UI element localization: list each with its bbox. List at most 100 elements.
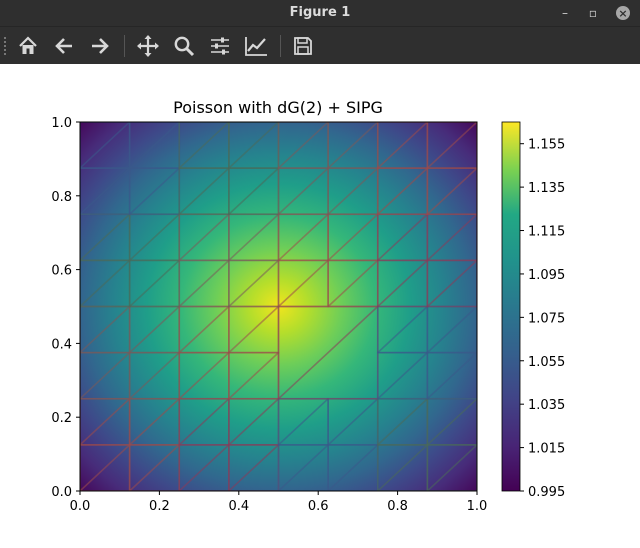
mesh-edge (426, 122, 477, 169)
back-button[interactable] (50, 33, 78, 59)
mesh-edge (178, 213, 230, 261)
y-tick-label: 0.6 (51, 264, 72, 279)
mesh-edge (377, 122, 428, 169)
configure-subplots-button[interactable] (206, 33, 234, 59)
mesh-edge (228, 213, 280, 261)
home-icon (19, 36, 37, 54)
colorbar-tick-label: 1.135 (528, 181, 565, 196)
colorbar-tick-label: 0.995 (528, 485, 565, 500)
mesh-edge (377, 305, 428, 354)
mesh-edge (178, 444, 230, 491)
mesh-layer (80, 122, 477, 491)
save-button[interactable] (289, 33, 317, 59)
mesh-edge (426, 444, 477, 491)
mesh-edge (129, 213, 180, 261)
toolbar-separator (124, 35, 125, 57)
mesh-edge (80, 398, 131, 446)
mesh-edge (178, 305, 230, 354)
minimize-button[interactable]: – (556, 4, 574, 22)
minimize-icon: – (562, 6, 568, 20)
floppy-disk-icon (294, 37, 312, 55)
y-axis: 0.0 0.2 0.4 0.6 0.8 1.0 (51, 116, 80, 500)
mesh-edge (80, 305, 131, 354)
mesh-edge (377, 352, 428, 400)
mesh-edge (377, 444, 428, 491)
x-tick-label: 0.8 (387, 499, 408, 514)
mesh-edge (377, 213, 428, 261)
mesh-edge (277, 122, 329, 169)
mesh-edge (129, 305, 180, 354)
magnifier-icon (174, 36, 195, 57)
colorbar-tick-label: 1.055 (528, 355, 565, 370)
colorbar (501, 121, 521, 492)
mesh-edge (228, 398, 280, 446)
mesh-edge (426, 167, 477, 215)
mesh-edge (377, 167, 428, 215)
mesh-edge (178, 167, 230, 215)
colorbar-tick-label: 1.075 (528, 311, 565, 326)
move-icon (137, 35, 159, 57)
mesh-cell (426, 122, 477, 169)
zoom-button[interactable] (170, 33, 198, 59)
axes-frame (79, 121, 478, 492)
mesh-edge (80, 167, 131, 215)
mesh-edge (178, 398, 230, 446)
mesh-edge (129, 122, 180, 169)
edit-axes-button[interactable] (242, 33, 270, 59)
mesh-edge (277, 213, 329, 261)
mesh-edge (377, 398, 428, 446)
home-button[interactable] (14, 33, 42, 59)
mesh-edge (377, 259, 428, 308)
mesh-edge (228, 167, 280, 215)
x-tick-label: 0.4 (228, 499, 249, 514)
mesh-edge (178, 259, 230, 308)
y-tick-label: 0.8 (51, 190, 72, 205)
mesh-edge (426, 213, 477, 261)
mesh-edge (129, 259, 180, 308)
y-tick-label: 0.0 (51, 485, 72, 500)
mesh-edge (80, 122, 131, 169)
figure-canvas[interactable]: Poisson with dG(2) + SIPG 0.0 0.2 0.4 0.6 0.… (0, 64, 640, 544)
mesh-edge (178, 122, 230, 169)
maximize-button[interactable]: ▫ (584, 4, 602, 22)
y-tick-label: 0.4 (51, 337, 72, 352)
mesh-edge (228, 259, 280, 308)
x-axis: 0.0 0.2 0.4 0.6 0.8 1.0 (70, 491, 488, 514)
mesh-edge (228, 444, 280, 491)
mesh-edge (327, 444, 379, 491)
mesh-edge (327, 167, 379, 215)
toolbar (0, 26, 640, 65)
x-tick-label: 0.2 (149, 499, 170, 514)
forward-button[interactable] (86, 33, 114, 59)
mesh-edge (228, 305, 280, 354)
toolbar-separator (280, 35, 281, 57)
mesh-edge (327, 213, 379, 261)
mesh-edge (129, 444, 180, 491)
pan-button[interactable] (134, 33, 162, 59)
chart-line-icon (245, 37, 267, 56)
mesh-edge (129, 167, 180, 215)
mesh-edge (277, 444, 329, 491)
arrow-right-icon (92, 38, 109, 54)
mesh-edge (178, 352, 230, 400)
figure-svg: Poisson with dG(2) + SIPG 0.0 0.2 0.4 0.6 0.… (51, 98, 565, 514)
mesh-edge (327, 122, 379, 169)
mesh-edge (129, 398, 180, 446)
mesh-edge (277, 167, 329, 215)
colorbar-axis: 0.995 1.015 1.035 1.055 1.075 1.095 1.115 1.135… (520, 138, 565, 500)
mesh-edge (327, 398, 379, 446)
sliders-icon (211, 37, 229, 55)
x-tick-label: 0.0 (70, 499, 91, 514)
mesh-edge (426, 305, 477, 354)
mesh-edge (277, 305, 379, 400)
chart-title: Poisson with dG(2) + SIPG (173, 98, 383, 117)
colorbar-tick-label: 1.115 (528, 225, 565, 240)
mesh-edge (426, 259, 477, 308)
mesh-edge (80, 259, 131, 308)
x-tick-label: 1.0 (467, 499, 488, 514)
close-button[interactable]: × (616, 6, 630, 20)
y-tick-label: 1.0 (51, 116, 72, 131)
toolbar-grip (4, 37, 6, 55)
mesh-edge (277, 259, 329, 308)
colorbar-tick-label: 1.015 (528, 442, 565, 457)
